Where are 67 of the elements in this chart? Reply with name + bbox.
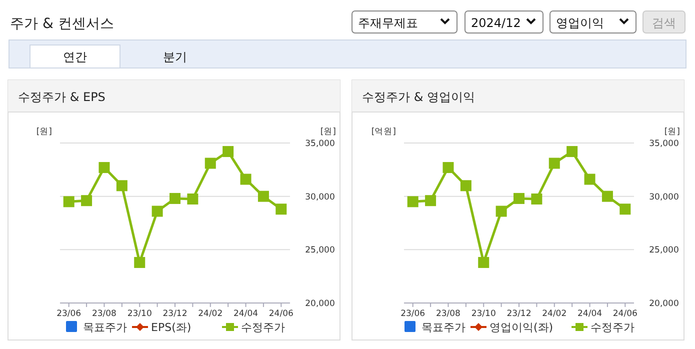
x-tick-label: 24/06: [268, 309, 294, 319]
point: [460, 180, 472, 192]
legend-label: 목표주가: [83, 321, 127, 334]
point: [584, 174, 596, 185]
y2-tick-label: 25,000: [305, 246, 335, 256]
point: [240, 174, 252, 185]
point: [134, 256, 146, 268]
legend-label: 목표주가: [422, 321, 466, 334]
x-tick-label: 24/02: [198, 309, 223, 319]
text: 연간: [63, 50, 87, 64]
point: [425, 195, 436, 206]
x-tick-label: 23/06: [56, 309, 82, 319]
y2-tick-label: 30,000: [305, 192, 335, 202]
y2-tick-label: 35,000: [649, 139, 679, 149]
y2-tick-label: 20,000: [305, 299, 335, 309]
x-tick-label: 23/10: [471, 309, 496, 319]
x-tick-label: 23/12: [506, 309, 532, 319]
legend-label: 영업이익(좌): [490, 321, 554, 334]
point: [204, 158, 216, 169]
point: [258, 190, 269, 202]
point: [63, 196, 74, 208]
y2-tick-label: 25,000: [649, 246, 679, 256]
x-tick-label: 23/06: [400, 309, 426, 319]
point: [478, 256, 490, 268]
point: [276, 204, 287, 215]
y2-tick-label: 30,000: [649, 192, 679, 202]
point: [98, 162, 110, 174]
legend-label: 수정주가: [241, 321, 285, 334]
x-tick-label: 24/04: [234, 309, 258, 319]
legend-label: EPS(좌): [151, 321, 192, 334]
text: 분기: [163, 50, 187, 64]
text: 주가 & 컨센서스: [10, 16, 114, 32]
text: 영업이익: [556, 16, 604, 30]
x-tick-label: 23/12: [162, 309, 188, 319]
chart-title: 수정주가 & EPS: [18, 90, 106, 104]
point: [81, 195, 92, 206]
text: 2024/12: [471, 16, 521, 30]
y-axis-title: [원]: [36, 127, 52, 137]
point: [496, 206, 507, 217]
point: [442, 162, 454, 174]
x-tick-label: 24/06: [612, 309, 638, 319]
point: [620, 204, 631, 215]
x-tick-label: 23/08: [436, 309, 460, 319]
point: [531, 194, 542, 204]
legend-label: 수정주가: [590, 321, 634, 334]
point: [170, 192, 180, 204]
text: 주재무제표: [358, 16, 418, 30]
point: [152, 206, 163, 217]
point: [566, 146, 578, 158]
point: [407, 196, 418, 208]
point: [187, 194, 198, 204]
y-axis-title: [억원]: [371, 127, 396, 137]
x-tick-label: 23/08: [92, 309, 116, 319]
y2-tick-label: 35,000: [305, 139, 335, 149]
y2-axis-title: [원]: [320, 127, 336, 137]
chart-title: 수정주가 & 영업이익: [362, 90, 475, 104]
text: 검색: [652, 16, 676, 30]
point: [548, 158, 560, 169]
point: [116, 180, 128, 192]
x-tick-label: 23/10: [127, 309, 152, 319]
x-tick-label: 24/02: [542, 309, 567, 319]
point: [602, 190, 613, 202]
y2-axis-title: [원]: [664, 127, 680, 137]
point: [514, 192, 524, 204]
x-tick-label: 24/04: [578, 309, 602, 319]
y2-tick-label: 20,000: [649, 299, 679, 309]
point: [222, 146, 234, 158]
